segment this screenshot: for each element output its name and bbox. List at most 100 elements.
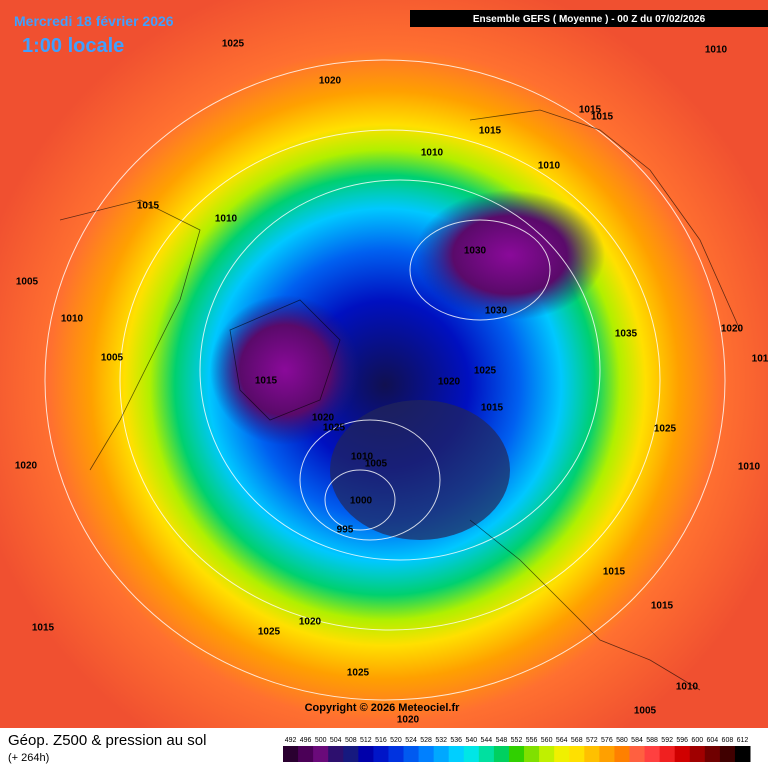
colorbar-swatch bbox=[569, 746, 585, 762]
isobar-label: 1025 bbox=[323, 423, 346, 434]
colorbar-swatch bbox=[674, 746, 691, 762]
isobar-label: 1015 bbox=[32, 623, 55, 634]
colorbar-label: 516 bbox=[375, 737, 387, 744]
colorbar-label: 576 bbox=[601, 737, 613, 744]
colorbar-label: 584 bbox=[631, 737, 643, 744]
colorbar-swatch bbox=[493, 746, 510, 762]
isobar-label: 1020 bbox=[15, 461, 38, 472]
colorbar-label: 544 bbox=[481, 737, 493, 744]
isobar-label: 1015 bbox=[255, 376, 278, 387]
colorbar-swatch bbox=[343, 746, 359, 762]
colorbar-swatch bbox=[373, 746, 389, 762]
isobar-label: 1010 bbox=[676, 682, 699, 693]
product-title: Géop. Z500 & pression au sol bbox=[8, 732, 206, 749]
isobar-label: 1010 bbox=[351, 452, 374, 463]
colorbar-swatch bbox=[298, 746, 314, 762]
colorbar-swatch bbox=[418, 746, 435, 762]
colorbar-swatch bbox=[403, 746, 420, 762]
local-time: 1:00 locale bbox=[22, 35, 124, 57]
colorbar-label: 572 bbox=[586, 737, 598, 744]
isobar-label: 1020 bbox=[299, 617, 322, 628]
colorbar-swatch bbox=[539, 746, 555, 762]
isobar-label: 1020 bbox=[721, 324, 744, 335]
colorbar-swatch bbox=[508, 746, 525, 762]
geopotential-field bbox=[0, 0, 768, 728]
colorbar-label: 556 bbox=[526, 737, 538, 744]
colorbar-swatch bbox=[704, 746, 721, 762]
isobar-label: 1005 bbox=[365, 459, 388, 470]
low-center bbox=[415, 190, 605, 320]
isobar-label: 1020 bbox=[397, 715, 420, 726]
colorbar-label: 536 bbox=[450, 737, 462, 744]
colorbar-swatch bbox=[283, 746, 299, 762]
colorbar-swatch bbox=[734, 746, 751, 762]
colorbar-label: 508 bbox=[345, 737, 357, 744]
colorbar-label: 608 bbox=[722, 737, 734, 744]
isobar-label: 1015 bbox=[603, 567, 626, 578]
isobar-label: 1030 bbox=[464, 246, 487, 257]
isobar-label: 1035 bbox=[615, 329, 638, 340]
colorbar-label: 604 bbox=[706, 737, 718, 744]
colorbar-swatch bbox=[388, 746, 405, 762]
colorbar-label: 532 bbox=[435, 737, 447, 744]
isobar-label: 1010 bbox=[421, 148, 444, 159]
coastlines bbox=[59, 109, 741, 691]
colorbar-label: 500 bbox=[315, 737, 327, 744]
colorbar-label: 504 bbox=[330, 737, 342, 744]
colorbar-swatch bbox=[554, 746, 570, 762]
run-info: Ensemble GEFS ( Moyenne ) - 00 Z du 07/0… bbox=[473, 14, 706, 25]
colorbar-label: 548 bbox=[496, 737, 508, 744]
colorbar-swatch bbox=[659, 746, 676, 762]
date: Mercredi 18 février 2026 bbox=[14, 13, 174, 29]
colorbar: 492 496 500 504 508 512 516 520 524 528 532 536 540 5… bbox=[283, 737, 751, 762]
isobar-label: 995 bbox=[337, 525, 354, 536]
isobar-label: 1005 bbox=[634, 706, 657, 717]
colorbar-label: 580 bbox=[616, 737, 628, 744]
isobar-label: 1005 bbox=[16, 277, 39, 288]
colorbar-label: 588 bbox=[646, 737, 658, 744]
forecast-lead: (+ 264h) bbox=[8, 752, 49, 764]
colorbar-swatch bbox=[524, 746, 540, 762]
colorbar-label: 524 bbox=[405, 737, 417, 744]
colorbar-swatch bbox=[614, 746, 630, 762]
colorbar-swatch bbox=[644, 746, 661, 762]
run-banner bbox=[410, 10, 768, 27]
colorbar-label: 552 bbox=[511, 737, 523, 744]
isobar-label: 1020 bbox=[319, 76, 342, 87]
colorbar-swatch bbox=[433, 746, 450, 762]
colorbar-swatch bbox=[599, 746, 615, 762]
isobar-label: 1015 bbox=[479, 126, 502, 137]
colorbar-swatch bbox=[584, 746, 600, 762]
trough bbox=[330, 400, 510, 540]
colorbar-label: 520 bbox=[390, 737, 402, 744]
isobar-label: 1010 bbox=[705, 45, 728, 56]
isobar-label: 1015 bbox=[591, 112, 614, 123]
isobar-label: 1025 bbox=[474, 366, 497, 377]
colorbar-label: 496 bbox=[300, 737, 312, 744]
isobar-label: 1015 bbox=[579, 105, 602, 116]
isobar-label: 1010 bbox=[61, 314, 84, 325]
isobar-label: 1020 bbox=[438, 377, 461, 388]
colorbar-label: 612 bbox=[737, 737, 749, 744]
low-center bbox=[210, 295, 360, 445]
colorbar-swatch bbox=[629, 746, 646, 762]
colorbar-label: 492 bbox=[285, 737, 297, 744]
colorbar-swatch bbox=[448, 746, 465, 762]
colorbar-label: 600 bbox=[691, 737, 703, 744]
colorbar-swatch bbox=[328, 746, 344, 762]
isobar-label: 1015 bbox=[137, 201, 160, 212]
colorbar-swatch bbox=[463, 746, 480, 762]
colorbar-swatch bbox=[689, 746, 706, 762]
isobar-label: 1025 bbox=[654, 424, 677, 435]
isobars bbox=[44, 59, 726, 701]
isobar-label: 1030 bbox=[485, 306, 508, 317]
isobar-label: 1000 bbox=[350, 496, 373, 507]
isobar-label: 1015 bbox=[651, 601, 674, 612]
isobar-label: 1010 bbox=[538, 161, 561, 172]
colorbar-label: 568 bbox=[571, 737, 583, 744]
colorbar-label: 528 bbox=[420, 737, 432, 744]
isobar-label: 1015 bbox=[481, 403, 504, 414]
isobar-label: 1025 bbox=[258, 627, 281, 638]
isobar-label: 1010 bbox=[215, 214, 238, 225]
